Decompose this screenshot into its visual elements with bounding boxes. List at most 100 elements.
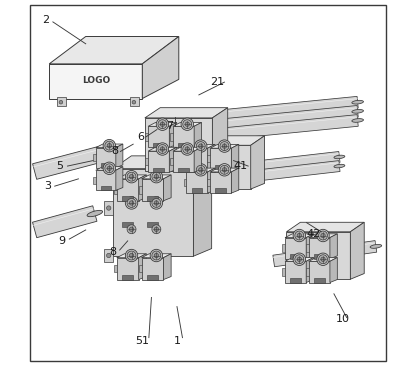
Bar <box>147 196 158 201</box>
Bar <box>178 168 189 172</box>
Polygon shape <box>183 179 186 186</box>
Circle shape <box>154 201 158 205</box>
Polygon shape <box>139 175 146 201</box>
Circle shape <box>218 140 231 152</box>
Polygon shape <box>173 126 194 147</box>
Polygon shape <box>148 126 169 147</box>
Polygon shape <box>141 227 171 231</box>
Polygon shape <box>145 158 148 165</box>
Polygon shape <box>141 258 163 280</box>
Polygon shape <box>309 234 337 238</box>
Polygon shape <box>96 170 116 191</box>
Bar <box>290 254 301 259</box>
Bar <box>122 275 133 280</box>
Polygon shape <box>282 268 285 276</box>
Polygon shape <box>170 133 173 141</box>
Circle shape <box>195 140 207 152</box>
Polygon shape <box>211 151 340 177</box>
Polygon shape <box>117 205 139 227</box>
Polygon shape <box>117 179 139 201</box>
Polygon shape <box>32 206 97 238</box>
Bar <box>122 222 133 227</box>
Polygon shape <box>117 258 139 280</box>
Polygon shape <box>186 172 208 193</box>
Polygon shape <box>117 227 146 231</box>
Circle shape <box>127 172 136 181</box>
Polygon shape <box>169 147 177 172</box>
Circle shape <box>158 120 167 128</box>
Polygon shape <box>306 234 314 259</box>
Polygon shape <box>139 212 141 220</box>
Polygon shape <box>116 167 123 191</box>
Circle shape <box>181 143 193 155</box>
Polygon shape <box>141 179 163 201</box>
Polygon shape <box>114 239 117 246</box>
Polygon shape <box>350 222 364 279</box>
Circle shape <box>319 255 327 264</box>
Polygon shape <box>139 265 141 272</box>
Polygon shape <box>32 146 106 179</box>
Circle shape <box>317 253 329 265</box>
Polygon shape <box>163 227 171 253</box>
Polygon shape <box>193 156 212 256</box>
Polygon shape <box>49 64 142 99</box>
Bar <box>192 188 202 193</box>
Bar <box>147 275 158 280</box>
Polygon shape <box>194 147 201 172</box>
Circle shape <box>103 162 116 174</box>
Polygon shape <box>306 268 309 276</box>
Polygon shape <box>330 258 337 283</box>
Polygon shape <box>210 148 231 169</box>
Circle shape <box>125 223 138 235</box>
Polygon shape <box>114 212 117 220</box>
Polygon shape <box>104 201 113 215</box>
Polygon shape <box>148 151 169 172</box>
Circle shape <box>152 251 161 260</box>
Text: LOGO: LOGO <box>82 76 110 85</box>
Polygon shape <box>285 258 314 261</box>
Polygon shape <box>145 108 228 118</box>
Polygon shape <box>211 161 340 186</box>
Bar <box>192 165 202 169</box>
Circle shape <box>160 147 165 151</box>
Text: 7: 7 <box>166 121 173 131</box>
Circle shape <box>59 100 63 104</box>
Circle shape <box>127 225 136 234</box>
Bar <box>154 143 164 147</box>
Polygon shape <box>57 97 66 106</box>
Polygon shape <box>231 145 239 169</box>
Bar <box>101 186 111 191</box>
Polygon shape <box>210 172 231 193</box>
Circle shape <box>196 165 205 174</box>
Text: 8: 8 <box>109 247 116 257</box>
Ellipse shape <box>334 164 345 168</box>
Circle shape <box>127 251 136 260</box>
Polygon shape <box>183 155 186 162</box>
Polygon shape <box>163 175 171 201</box>
Ellipse shape <box>370 245 382 248</box>
Ellipse shape <box>352 110 364 113</box>
Polygon shape <box>117 201 146 205</box>
Polygon shape <box>141 254 171 258</box>
Text: 42: 42 <box>307 228 321 239</box>
Circle shape <box>105 164 114 173</box>
Circle shape <box>297 257 302 261</box>
Circle shape <box>222 144 227 148</box>
Circle shape <box>198 168 203 172</box>
Polygon shape <box>163 254 171 280</box>
Circle shape <box>321 233 325 238</box>
Circle shape <box>218 164 231 176</box>
Circle shape <box>106 253 111 258</box>
Circle shape <box>154 174 158 179</box>
Circle shape <box>103 139 116 152</box>
Polygon shape <box>251 136 265 189</box>
Circle shape <box>129 227 134 231</box>
Circle shape <box>150 249 163 262</box>
Polygon shape <box>96 144 123 148</box>
Polygon shape <box>93 154 96 161</box>
Text: 21: 21 <box>210 77 224 87</box>
Polygon shape <box>117 231 139 253</box>
Polygon shape <box>117 175 146 179</box>
Circle shape <box>156 143 168 155</box>
Polygon shape <box>191 105 358 134</box>
